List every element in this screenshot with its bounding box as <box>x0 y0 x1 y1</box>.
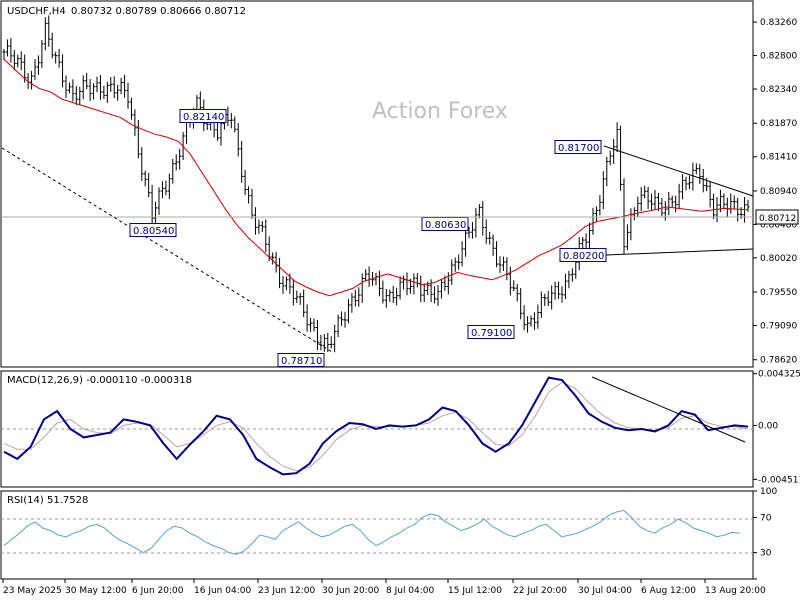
x-tick-label: 13 Aug 20:00 <box>705 586 766 596</box>
rsi-tick-label: 70 <box>760 513 772 523</box>
macd-signal-line <box>3 381 749 472</box>
price-tick-label: 0.80940 <box>760 187 797 197</box>
price-annotation-label: 0.78710 <box>281 356 322 367</box>
price-tick-label: 0.81410 <box>760 153 797 163</box>
macd-lines <box>3 376 749 476</box>
symbol-label: USDCHF,H4 <box>7 6 66 17</box>
price-annotation-box <box>554 140 602 154</box>
price-annotation-box <box>467 325 515 339</box>
triangle-upper-line <box>603 145 754 197</box>
macd-tick-label: 0.00 <box>758 421 778 431</box>
macd-tick-label: 0.004325 <box>758 370 800 380</box>
triangle-lower-line <box>605 248 754 256</box>
ohlc-label: 0.80732 0.80789 0.80666 0.80712 <box>71 6 246 17</box>
price-tick-label: 0.79550 <box>760 288 797 298</box>
macd-tick-label: -0.004511 <box>758 475 800 485</box>
x-tick-label: 30 Jul 04:00 <box>578 586 632 596</box>
moving-average-line <box>3 58 749 297</box>
moving-average <box>3 58 749 297</box>
rsi-panel: RSI(14) 51.7528 100 70 30 <box>0 487 777 580</box>
price-tick-label: 0.82800 <box>760 52 797 62</box>
price-tick-label: 0.79090 <box>760 322 797 332</box>
x-tick-label: 30 May 12:00 <box>65 586 127 596</box>
macd-line <box>3 376 749 476</box>
x-tick-label: 6 Aug 12:00 <box>641 586 696 596</box>
rsi-line <box>3 509 741 555</box>
price-annotation-box <box>277 353 325 367</box>
current-price-label: 0.80712 <box>759 214 796 224</box>
downtrend-line <box>1 147 333 353</box>
x-tick-label: 8 Jul 04:00 <box>386 586 435 596</box>
macd-label: MACD(12,26,9) -0.000110 -0.000318 <box>7 375 192 386</box>
watermark: Action Forex <box>372 99 508 124</box>
price-tick-label: 0.82340 <box>760 85 797 95</box>
price-axis: 0.83260 0.82800 0.82340 0.81870 0.81410 0.809… <box>753 18 797 366</box>
price-bars <box>2 15 750 353</box>
price-tick-label: 0.81870 <box>760 119 797 129</box>
price-annotation-label: 0.79100 <box>471 328 512 339</box>
price-panel: Action Forex USDCHF,H4 0.80732 0.80789 0… <box>0 0 799 368</box>
rsi-label: RSI(14) 51.7528 <box>7 495 88 506</box>
price-annotation-label: 0.80200 <box>563 251 604 262</box>
price-annotations: 0.80540 0.82140 0.78710 0.80630 0.79100 0.817… <box>129 109 607 367</box>
x-tick-label: 30 Jun 20:00 <box>322 586 379 596</box>
x-tick-label: 22 Jul 20:00 <box>513 586 567 596</box>
price-annotation-box <box>559 248 607 262</box>
x-tick-label: 23 Jun 12:00 <box>258 586 315 596</box>
current-price-box <box>755 209 799 225</box>
price-tick-label: 0.80020 <box>760 254 797 264</box>
trendlines <box>1 145 754 353</box>
rsi-lines <box>3 509 741 555</box>
rsi-tick-label: 30 <box>760 549 772 559</box>
x-tick-label: 6 Jun 20:00 <box>132 586 184 596</box>
rsi-tick-label: 100 <box>760 487 777 497</box>
rsi-panel-frame <box>0 490 754 580</box>
macd-axis: 0.004325 0.00 -0.004511 <box>753 370 800 485</box>
price-annotation-box <box>129 223 177 237</box>
price-tick-label: 0.78620 <box>760 356 797 366</box>
price-annotation-label: 0.80630 <box>425 220 466 231</box>
price-annotation-label: 0.81700 <box>558 143 599 154</box>
price-tick-label: 0.83260 <box>760 18 797 28</box>
price-panel-frame <box>0 0 754 368</box>
price-annotation-label: 0.80540 <box>133 226 174 237</box>
x-tick-label: 15 Jul 12:00 <box>448 586 502 596</box>
price-annotation-label: 0.82140 <box>183 112 224 123</box>
x-axis: 23 May 2025 30 May 12:00 6 Jun 20:00 16 Jun… <box>2 579 766 596</box>
x-tick-label: 16 Jun 04:00 <box>194 586 251 596</box>
macd-panel: MACD(12,26,9) -0.000110 -0.000318 0.0043… <box>0 370 800 488</box>
rsi-axis: 100 70 30 <box>753 487 777 580</box>
price-tick-label: 0.80480 <box>760 220 797 230</box>
price-annotation-box <box>179 109 227 123</box>
macd-trendline <box>591 376 746 443</box>
x-tick-label: 23 May 2025 <box>3 586 62 596</box>
